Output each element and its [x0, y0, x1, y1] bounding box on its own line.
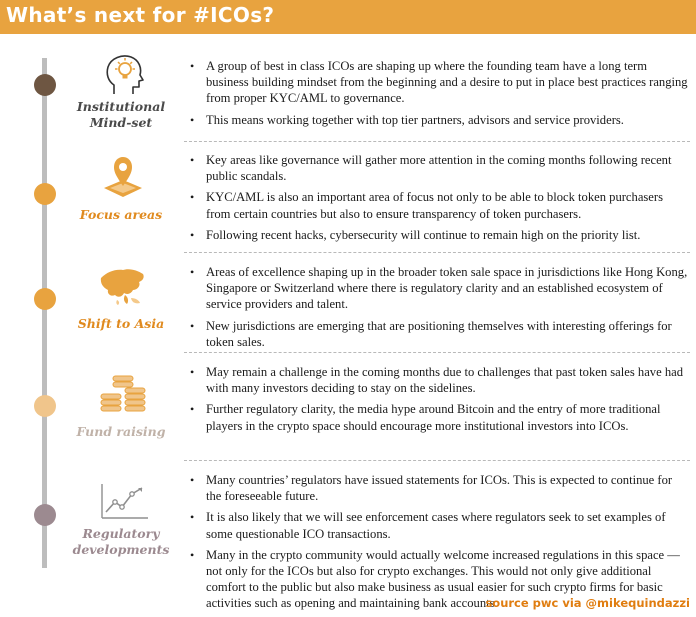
- head-with-lightbulb-icon: [106, 55, 144, 94]
- section-label-fund-raising: Fund raising: [66, 424, 176, 440]
- section-label-focus-areas: Focus areas: [66, 207, 176, 223]
- bullet-list-institutional: A group of best in class ICOs are shapin…: [188, 58, 688, 133]
- timeline-line: [42, 58, 47, 568]
- bullet-list-fund-raising: May remain a challenge in the coming mon…: [188, 364, 688, 439]
- timeline-dot-institutional: [34, 74, 56, 96]
- section-label-shift-to-asia: Shift to Asia: [66, 316, 176, 332]
- bullet-item: Areas of excellence shaping up in the br…: [188, 264, 688, 313]
- bullet-item: New jurisdictions are emerging that are …: [188, 318, 688, 350]
- bullet-item: Following recent hacks, cybersecurity wi…: [188, 227, 688, 243]
- section-label-line: Fund raising: [76, 424, 166, 439]
- bullet-item: It is also likely that we will see enfor…: [188, 509, 688, 541]
- bullet-list-regulatory: Many countries’ regulators have issued s…: [188, 472, 688, 617]
- section-label-line: developments: [72, 542, 170, 557]
- section-label-line: Institutional: [76, 99, 166, 114]
- bullet-item: May remain a challenge in the coming mon…: [188, 364, 688, 396]
- section-label-line: Shift to Asia: [77, 316, 165, 331]
- section-label-line: Mind-set: [89, 115, 153, 130]
- bullet-list-shift-to-asia: Areas of excellence shaping up in the br…: [188, 264, 688, 355]
- map-pin-icon: [104, 157, 142, 197]
- bullet-item: Key areas like governance will gather mo…: [188, 152, 688, 184]
- page-title: What’s next for #ICOs?: [6, 3, 275, 27]
- section-divider: [184, 352, 690, 353]
- trend-line-chart-icon: [101, 484, 148, 519]
- bullet-item: Many in the crypto community would actua…: [188, 547, 688, 612]
- bullet-item: KYC/AML is also an important area of foc…: [188, 189, 688, 221]
- header-bar: What’s next for #ICOs?: [0, 0, 696, 34]
- timeline-dot-regulatory: [34, 504, 56, 526]
- source-credit: source pwc via @mikequindazzi: [485, 596, 690, 610]
- bullet-item: A group of best in class ICOs are shapin…: [188, 58, 688, 107]
- bullet-item: This means working together with top tie…: [188, 112, 688, 128]
- timeline-dot-shift-to-asia: [34, 288, 56, 310]
- asia-map-icon: [100, 269, 144, 305]
- section-divider: [184, 252, 690, 253]
- section-label-line: Regulatory: [82, 526, 160, 541]
- coin-stack-icon: [100, 375, 146, 412]
- section-label-line: Focus areas: [79, 207, 163, 222]
- section-divider: [184, 141, 690, 142]
- bullet-item: Further regulatory clarity, the media hy…: [188, 401, 688, 433]
- section-label-institutional: Institutional Mind-set: [66, 99, 176, 131]
- bullet-list-focus-areas: Key areas like governance will gather mo…: [188, 152, 688, 248]
- timeline-dot-focus-areas: [34, 183, 56, 205]
- section-divider: [184, 460, 690, 461]
- bullet-item: Many countries’ regulators have issued s…: [188, 472, 688, 504]
- section-label-regulatory: Regulatory developments: [66, 526, 176, 558]
- timeline-dot-fund-raising: [34, 395, 56, 417]
